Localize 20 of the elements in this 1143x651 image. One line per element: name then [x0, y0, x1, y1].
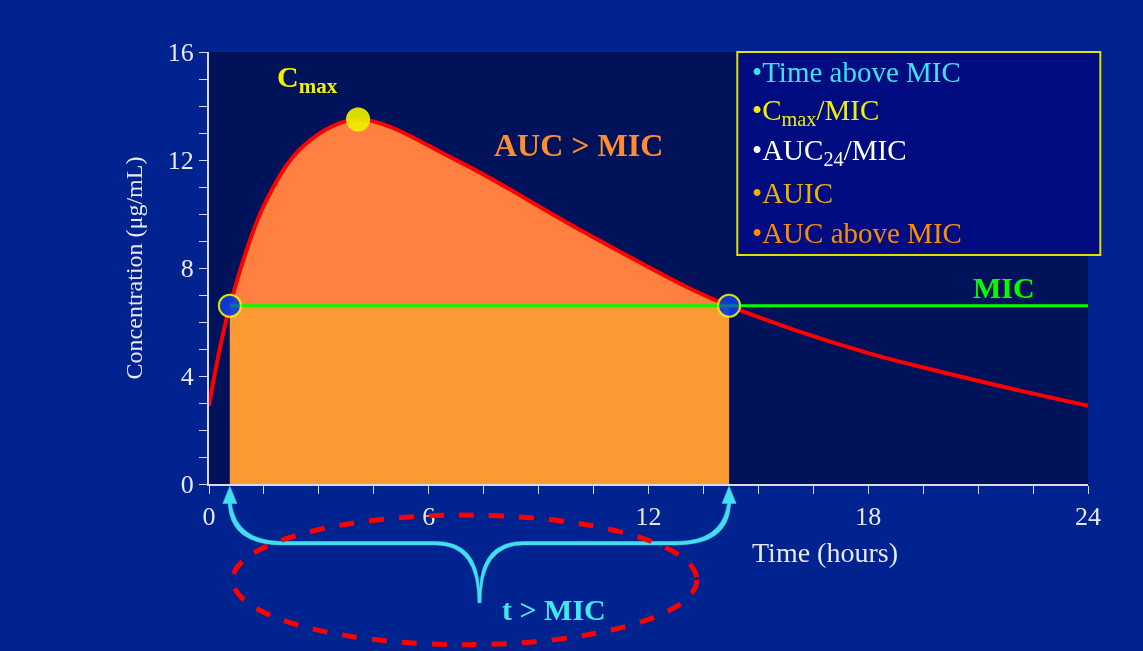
annotation: AUC > MIC: [494, 127, 664, 163]
y-tick-label: 0: [180, 470, 194, 500]
annotation: •AUC above MIC: [752, 217, 962, 249]
x-tick-label: 24: [1075, 502, 1101, 532]
annotation: •AUIC: [752, 177, 834, 209]
y-tick-label: 4: [180, 362, 194, 392]
x-tick-label: 12: [635, 502, 662, 532]
annotation: •AUC$_{24}$/MIC: [752, 134, 907, 171]
y-tick-label: 8: [180, 254, 194, 284]
x-axis-title: Time (hours): [752, 537, 898, 568]
x-tick-label: 0: [202, 502, 216, 532]
ref-line-label: MIC: [973, 271, 1035, 304]
y-axis-title: Concentration (μg/mL): [121, 156, 148, 380]
annotation: •Time above MIC: [752, 56, 961, 88]
y-tick-label: 16: [167, 38, 194, 68]
text: t > MIC: [502, 593, 606, 626]
y-tick-label: 12: [167, 146, 194, 176]
annotation: •C$_{max}$/MIC: [752, 94, 880, 131]
annotation: C$_{max}$: [277, 60, 338, 99]
x-tick-label: 18: [855, 502, 882, 532]
